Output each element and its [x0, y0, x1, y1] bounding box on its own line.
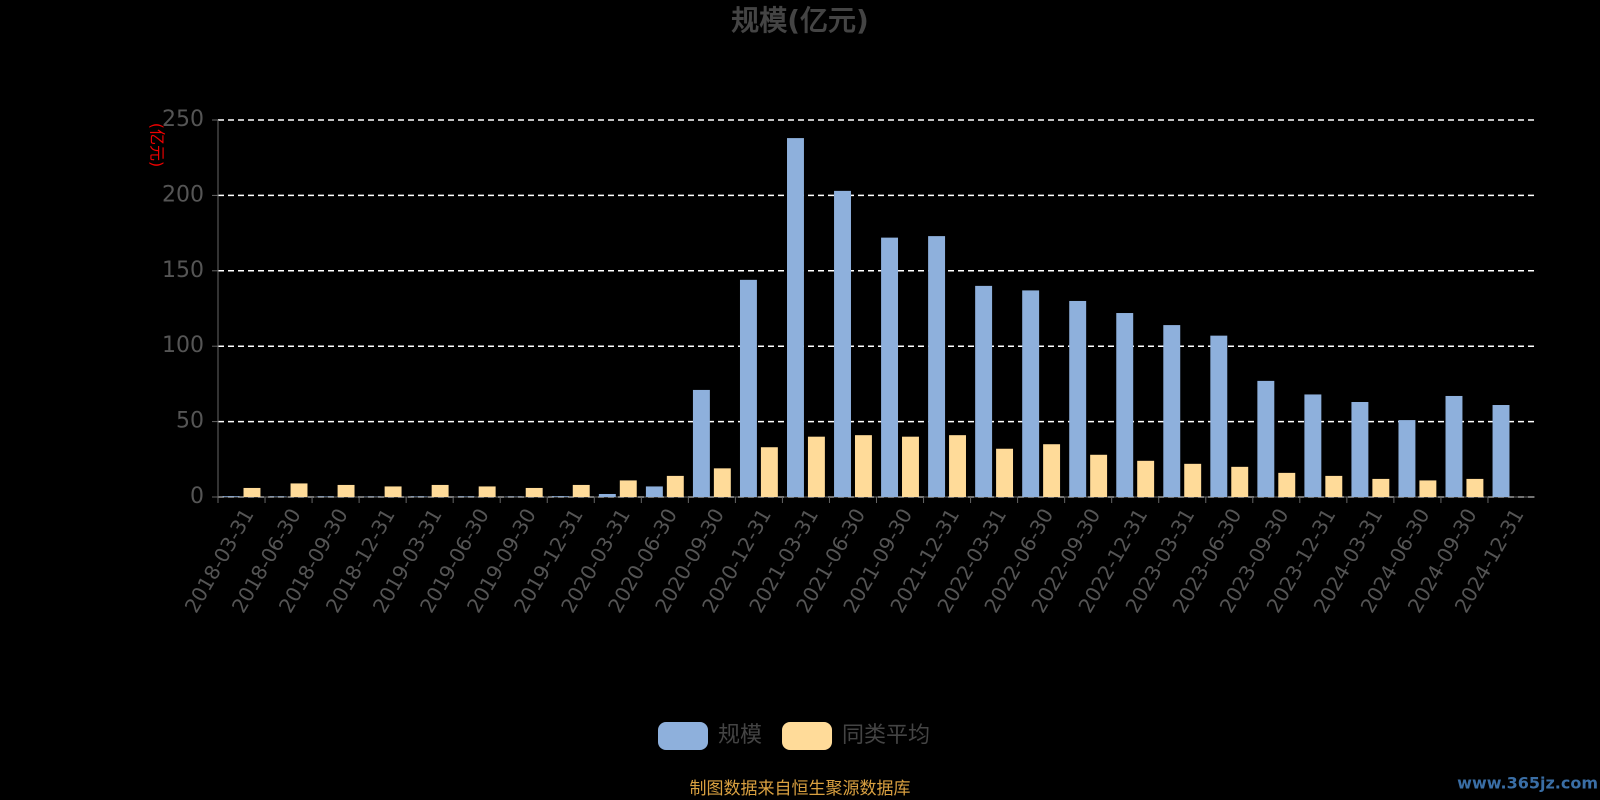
bar [975, 285, 993, 497]
bar [787, 138, 804, 497]
y-tick-label: 200 [162, 182, 204, 207]
y-tick-label: 250 [162, 107, 204, 132]
bar [572, 484, 590, 497]
bar [739, 279, 757, 497]
bar [431, 484, 449, 497]
bar [1043, 444, 1061, 497]
bar [713, 468, 731, 497]
chart-title: 规模(亿元) [731, 4, 869, 37]
legend-label: 同类平均 [842, 723, 930, 748]
bar [834, 190, 851, 497]
bar [1325, 475, 1343, 497]
bar [1492, 405, 1510, 497]
bar [478, 486, 496, 497]
bar [1116, 313, 1134, 497]
bar [666, 475, 684, 497]
bar [243, 487, 261, 497]
source-note: 制图数据来自恒生聚源数据库 [690, 779, 911, 799]
bar [1137, 460, 1155, 497]
y-tick-label: 50 [176, 409, 204, 434]
bar [222, 496, 240, 497]
bar [384, 486, 402, 497]
bar [1184, 463, 1202, 497]
bar [881, 237, 899, 497]
bar [1278, 472, 1296, 497]
bar [996, 448, 1014, 497]
bar [949, 435, 966, 497]
bar [928, 236, 946, 497]
bar [525, 487, 543, 497]
bar [1210, 335, 1228, 497]
bar [902, 436, 919, 497]
bar [1398, 420, 1416, 497]
bar [1466, 478, 1484, 497]
legend-swatch [782, 722, 833, 750]
bar [1022, 290, 1040, 497]
bar [1445, 395, 1463, 497]
bar [854, 435, 872, 497]
bar [1351, 401, 1369, 497]
bar [1069, 300, 1087, 497]
y-tick-label: 0 [190, 484, 204, 509]
bar [290, 483, 308, 497]
bar [1163, 325, 1181, 497]
bar [807, 436, 825, 497]
watermark: www.365jz.com [1457, 774, 1598, 793]
legend-swatch [658, 722, 708, 750]
bar [692, 389, 710, 497]
bar [598, 493, 616, 497]
bar [337, 484, 355, 497]
bar [619, 480, 637, 497]
bar [1090, 454, 1108, 497]
y-tick-label: 150 [162, 258, 204, 283]
bar [760, 447, 778, 497]
bar [1231, 466, 1249, 497]
y-tick-label: 100 [162, 333, 204, 358]
legend-label: 规模 [718, 723, 762, 748]
bar [645, 486, 663, 497]
bar [551, 496, 569, 497]
bar [1257, 380, 1275, 497]
bar [1304, 394, 1322, 497]
bar [1372, 478, 1390, 497]
y-axis-label: (亿元) [148, 123, 167, 168]
bar [1419, 480, 1437, 497]
